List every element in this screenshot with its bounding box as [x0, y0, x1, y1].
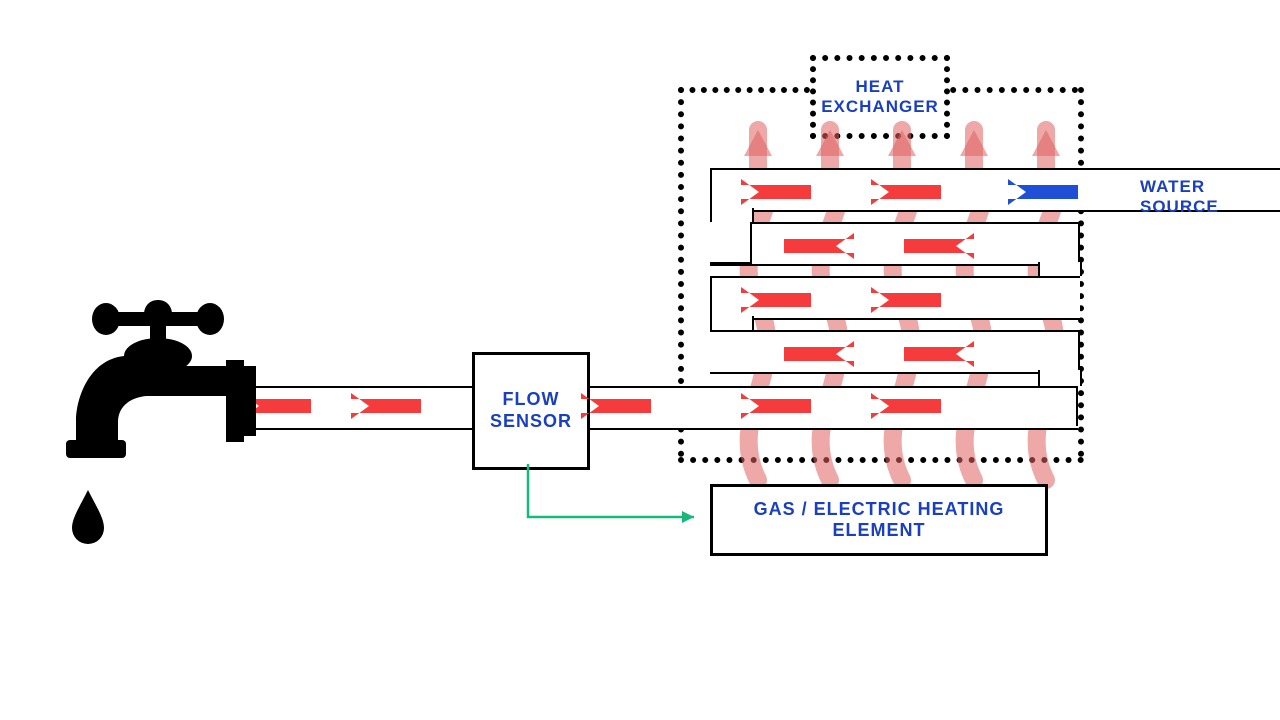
heat-exchanger-label: HEAT EXCHANGER: [816, 77, 944, 116]
flow-arrow-icon: [367, 391, 423, 421]
pipe-segment: [710, 208, 754, 222]
pipe-segment: [1038, 262, 1082, 276]
flow-arrow-icon: [887, 177, 943, 207]
pipe-segment: [710, 330, 1080, 374]
flow-arrow-icon: [757, 391, 813, 421]
pipe-segment: [710, 222, 1080, 266]
flow-arrow-icon: [902, 339, 958, 369]
pipe-segment: [710, 222, 752, 264]
flow-arrow-icon: [757, 177, 813, 207]
faucet-icon: [58, 290, 258, 540]
flow-arrow-icon: [887, 391, 943, 421]
heating-element-label: GAS / ELECTRIC HEATING ELEMENT: [713, 499, 1045, 541]
flow-sensor-label: FLOW SENSOR: [475, 389, 587, 432]
water-source-label: WATER SOURCE: [1140, 177, 1280, 217]
heating-element-box: GAS / ELECTRIC HEATING ELEMENT: [710, 484, 1048, 556]
flow-arrow-icon: [1024, 177, 1080, 207]
flow-arrow-icon: [757, 285, 813, 315]
flow-arrow-icon: [902, 231, 958, 261]
pipe-segment: [710, 316, 754, 330]
flow-arrow-icon: [597, 391, 653, 421]
signal-line-icon: [518, 454, 712, 527]
pipe-segment: [1038, 370, 1082, 386]
flow-arrow-icon: [782, 339, 838, 369]
flow-sensor-box: FLOW SENSOR: [472, 352, 590, 470]
flow-arrow-icon: [887, 285, 943, 315]
flow-arrow-icon: [782, 231, 838, 261]
flow-arrow-icon: [257, 391, 313, 421]
